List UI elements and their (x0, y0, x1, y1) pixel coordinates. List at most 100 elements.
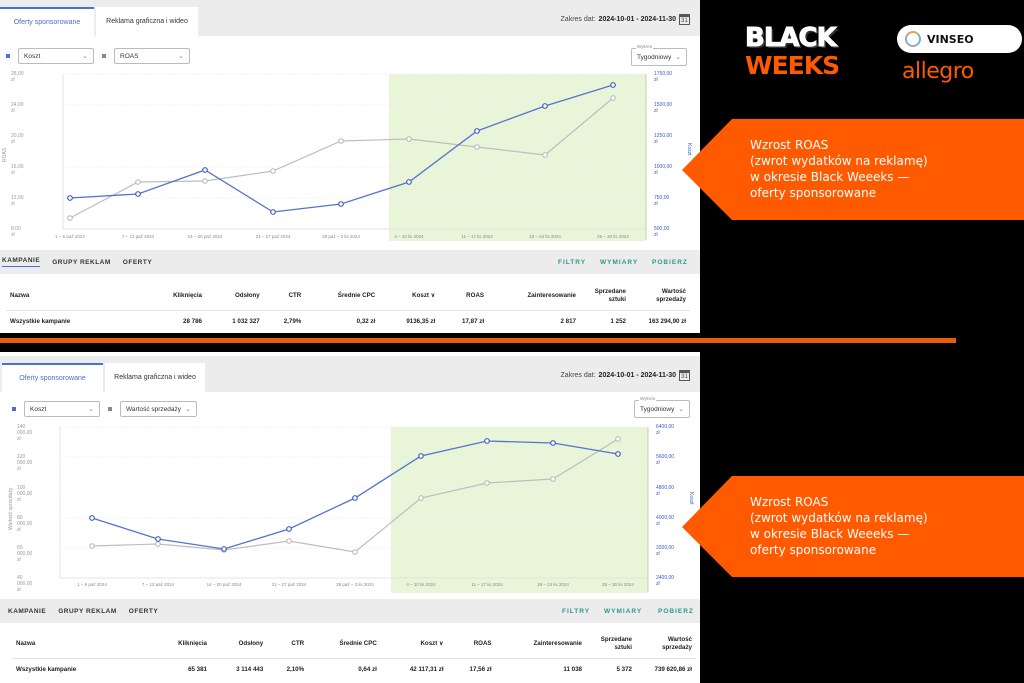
y-tick-left: 12,00 zł (11, 195, 24, 207)
col-name[interactable]: Nazwa (6, 282, 146, 311)
metric-selectors: Koszt ⌄ ROAS ⌄ (6, 48, 190, 64)
col-roas[interactable]: ROAS (447, 630, 496, 659)
section-divider (0, 338, 956, 343)
date-range: Zakres dat: 2024-10-01 - 2024-11-30 31 (561, 14, 690, 25)
col-avg-cpc[interactable]: Średnie CPC (305, 282, 380, 311)
col-units-sold[interactable]: Sprzedane sztuki (580, 282, 630, 311)
x-tick: 7 – 13 paź 2024 (141, 582, 175, 587)
tab-sponsored-offers[interactable]: Oferty sponsorowane (0, 7, 94, 36)
y-tick-left: 8,00 zł (11, 226, 21, 238)
metric-select-primary[interactable]: Koszt ⌄ (24, 401, 100, 417)
table-header-row: Nazwa Kliknięcia Odsłony CTR Średnie CPC… (12, 630, 696, 659)
tab-display-video[interactable]: Reklama graficzna i wideo (105, 363, 205, 392)
cell-avg-cpc: 0,64 zł (358, 665, 377, 673)
y-tick-right: 2400,00 zł (656, 575, 675, 587)
x-tick: 25 – 30 lis 2024 (597, 234, 629, 239)
series-color-marker-grey (102, 54, 106, 58)
chart-mode-value: Tygodniowy (637, 53, 672, 61)
x-tick: 18 – 24 lis 2024 (529, 234, 561, 239)
y-tick-left: 28,00 zł (11, 71, 24, 83)
callout-line: (zwrot wydatków na reklamę) (750, 511, 928, 525)
chevron-down-icon: ⌄ (82, 53, 88, 60)
calendar-icon[interactable]: 31 (679, 370, 690, 381)
line-chart-svg (62, 73, 647, 241)
table-row[interactable]: Wszystkie kampanie 28 786 1 032 327 2,79… (6, 310, 690, 332)
metric-select-secondary[interactable]: Wartość sprzedaży ⌄ (120, 401, 197, 417)
vinseo-text: VINSEO (927, 32, 974, 46)
col-ctr[interactable]: CTR (263, 282, 306, 311)
col-interest[interactable]: Zainteresowanie (488, 282, 580, 311)
filters-button[interactable]: FILTRY (558, 258, 587, 266)
chart-mode-select[interactable]: Wykres Tygodniowy ⌄ (634, 396, 690, 418)
date-range: Zakres dat: 2024-10-01 - 2024-11-30 31 (561, 370, 690, 381)
line-chart-svg (59, 426, 649, 593)
y-tick-right: 500,00 zł (654, 226, 670, 238)
allegro-logo: allegro (902, 59, 974, 84)
col-cost[interactable]: Koszt ∨ (379, 282, 440, 311)
col-sales-value[interactable]: Wartość sprzedaży (636, 630, 696, 659)
report-tab-campaigns[interactable]: KAMPANIE (8, 607, 47, 615)
cell-units-sold: 1 252 (610, 317, 626, 325)
report-tab-ad-groups[interactable]: GRUPY REKLAM (58, 607, 117, 615)
callout-text: Wzrost ROAS (zwrot wydatków na reklamę) … (750, 137, 928, 201)
metric-selectors: Koszt ⌄ Wartość sprzedaży ⌄ (12, 401, 197, 417)
chart-mode-select[interactable]: Wykres Tygodniowy ⌄ (631, 44, 687, 66)
col-clicks[interactable]: Kliknięcia (152, 630, 211, 659)
cell-impressions: 1 032 327 (232, 317, 260, 325)
col-impressions[interactable]: Odsłony (211, 630, 268, 659)
x-tick: 14 – 20 paź 2024 (187, 234, 223, 239)
tab-sponsored-offers[interactable]: Oferty sponsorowane (2, 363, 103, 392)
download-button[interactable]: POBIERZ (658, 607, 694, 615)
callout-line: (zwrot wydatków na reklamę) (750, 154, 928, 168)
chevron-down-icon: ⌄ (675, 54, 681, 61)
cell-interest: 2 817 (560, 317, 576, 325)
report-tab-campaigns[interactable]: KAMPANIE (2, 257, 41, 267)
x-tick: 11 – 17 lis 2024 (461, 234, 493, 239)
chevron-down-icon: ⌄ (185, 406, 191, 413)
col-units-sold[interactable]: Sprzedane sztuki (586, 630, 636, 659)
series-color-marker-blue (6, 54, 10, 58)
vinseo-ring-icon (905, 31, 921, 47)
series-color-marker-grey (108, 407, 112, 411)
calendar-icon[interactable]: 31 (679, 14, 690, 25)
table-row[interactable]: Wszystkie kampanie 65 381 3 114 443 2,10… (12, 658, 696, 680)
x-tick: 21 – 27 paź 2024 (255, 234, 291, 239)
col-ctr[interactable]: CTR (267, 630, 309, 659)
cell-avg-cpc: 0,32 zł (356, 317, 376, 325)
chevron-down-icon: ⌄ (678, 406, 684, 413)
tab-bar: Oferty sponsorowane Reklama graficzna i … (0, 356, 700, 392)
callout-line: Wzrost ROAS (750, 495, 829, 509)
cell-impressions: 3 114 443 (236, 665, 264, 673)
report-tab-ad-groups[interactable]: GRUPY REKLAM (52, 258, 111, 266)
col-impressions[interactable]: Odsłony (205, 282, 264, 311)
chart-mode-value: Tygodniowy (640, 405, 675, 413)
y-tick-right: 5600,00 zł (656, 454, 675, 466)
col-roas[interactable]: ROAS (439, 282, 489, 311)
col-sales-value[interactable]: Wartość sprzedaży (630, 282, 690, 311)
col-cost[interactable]: Koszt ∨ (380, 630, 448, 659)
chart-mode-label: Wykres (636, 44, 653, 49)
col-interest[interactable]: Zainteresowanie (495, 630, 586, 659)
metric-select-value: ROAS (120, 52, 139, 60)
filters-button[interactable]: FILTRY (562, 607, 591, 615)
cell-cost: 9136,35 zł (406, 317, 436, 325)
dimensions-button[interactable]: WYMIARY (604, 607, 643, 615)
download-button[interactable]: POBIERZ (652, 258, 688, 266)
y-tick-left: 20,00 zł (11, 133, 24, 145)
dimensions-button[interactable]: WYMIARY (600, 258, 639, 266)
metric-select-value: Koszt (24, 52, 41, 60)
col-clicks[interactable]: Kliknięcia (146, 282, 206, 311)
x-tick: 25 – 30 lis 2024 (602, 582, 634, 587)
metric-select-secondary[interactable]: ROAS ⌄ (114, 48, 190, 64)
col-name[interactable]: Nazwa (12, 630, 152, 659)
report-tab-offers[interactable]: OFERTY (122, 258, 153, 266)
cell-units-sold: 5 372 (616, 665, 632, 673)
col-avg-cpc[interactable]: Średnie CPC (308, 630, 381, 659)
callout-arrow-1: Wzrost ROAS (zwrot wydatków na reklamę) … (682, 119, 1024, 220)
y-tick-left: 80 000,00 zł (17, 515, 33, 533)
tab-display-video[interactable]: Reklama graficzna i wideo (96, 7, 198, 36)
report-toolbar: KAMPANIE GRUPY REKLAM OFERTY FILTRY WYMI… (0, 599, 700, 623)
metric-select-primary[interactable]: Koszt ⌄ (18, 48, 94, 64)
report-tab-offers[interactable]: OFERTY (128, 607, 159, 615)
callout-line: w okresie Black Weeeks — (750, 170, 910, 184)
